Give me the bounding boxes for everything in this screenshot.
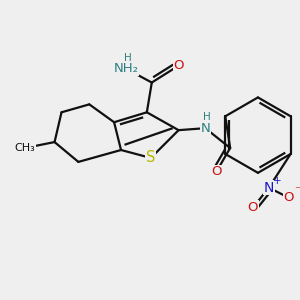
Text: O: O	[284, 191, 294, 204]
Text: H: H	[124, 53, 132, 63]
Text: NH₂: NH₂	[113, 62, 139, 75]
Text: +: +	[272, 176, 281, 186]
Text: N: N	[200, 122, 210, 135]
Text: O: O	[211, 165, 221, 178]
Text: ⁻: ⁻	[295, 184, 300, 197]
Text: CH₃: CH₃	[14, 143, 35, 153]
Text: H: H	[203, 112, 211, 122]
Text: S: S	[146, 150, 155, 165]
Text: O: O	[173, 59, 184, 72]
Text: N: N	[264, 181, 274, 195]
Text: O: O	[248, 201, 258, 214]
